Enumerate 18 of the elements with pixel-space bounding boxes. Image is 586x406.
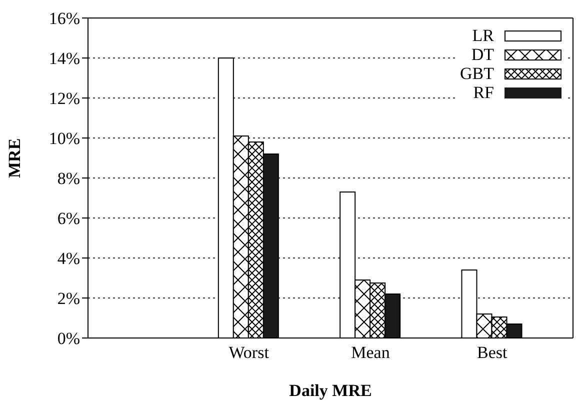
y-tick-label: 8%: [57, 169, 80, 188]
legend-label: LR: [472, 26, 494, 45]
y-tick-label: 0%: [57, 329, 80, 348]
y-tick-label: 14%: [48, 49, 80, 68]
x-tick-label: Worst: [228, 343, 270, 362]
y-tick-label: 2%: [57, 289, 80, 308]
legend-label: RF: [473, 83, 494, 102]
y-tick-label: 4%: [57, 249, 80, 268]
x-tick-label: Mean: [351, 343, 390, 362]
legend-label: DT: [471, 45, 494, 64]
y-tick-label: 16%: [48, 9, 80, 28]
y-tick-label: 12%: [48, 89, 80, 108]
y-tick-label: 6%: [57, 209, 80, 228]
y-axis-title: MRE: [5, 138, 24, 178]
x-tick-label: Best: [477, 343, 508, 362]
y-tick-label: 10%: [48, 129, 80, 148]
x-axis-title: Daily MRE: [289, 381, 372, 400]
legend-label: GBT: [460, 64, 494, 83]
